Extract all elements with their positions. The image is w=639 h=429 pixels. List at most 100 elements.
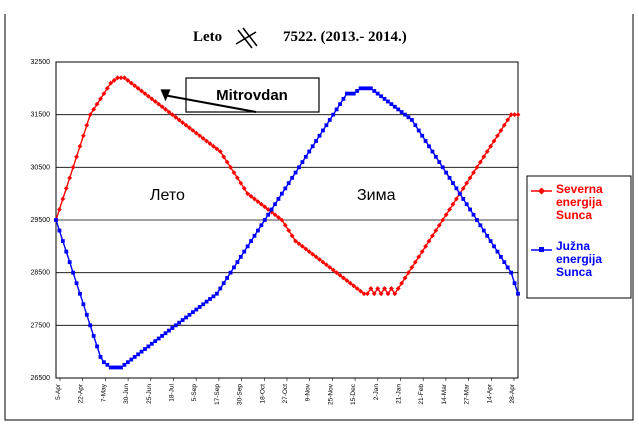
data-point <box>111 78 117 83</box>
data-point <box>375 91 380 96</box>
data-point <box>57 228 62 233</box>
data-point <box>495 133 500 139</box>
data-point <box>74 154 79 160</box>
data-point <box>362 86 366 91</box>
data-point <box>512 112 517 118</box>
data-point <box>433 228 439 233</box>
data-point <box>104 85 110 91</box>
data-point <box>323 262 329 268</box>
legend-label-juzna: Južna energija Sunca <box>556 239 605 279</box>
data-point <box>273 202 277 207</box>
data-point <box>474 164 480 170</box>
data-point <box>119 365 123 370</box>
data-point <box>320 259 326 265</box>
data-point <box>156 336 161 341</box>
data-point <box>197 305 202 309</box>
data-point <box>306 249 312 254</box>
data-point <box>505 265 510 270</box>
data-point <box>221 154 227 160</box>
data-point <box>276 214 281 220</box>
x-tick-label: 14-Mar <box>441 383 448 404</box>
data-point <box>471 170 476 175</box>
data-point <box>300 243 305 249</box>
data-point <box>208 297 212 301</box>
data-point <box>375 286 381 291</box>
data-point <box>498 128 504 133</box>
data-point <box>444 170 449 175</box>
legend-item-juzna: Južna energija Sunca <box>531 239 605 279</box>
data-point <box>77 143 83 149</box>
data-point <box>235 260 240 265</box>
data-point <box>344 278 350 283</box>
y-tick-label: 29500 <box>31 217 51 224</box>
data-point <box>105 362 110 367</box>
data-point <box>488 143 494 149</box>
data-point <box>63 186 69 191</box>
data-point <box>112 365 117 370</box>
data-point <box>515 112 521 118</box>
x-tick-label: 30-Sep <box>237 384 244 405</box>
data-point <box>389 102 394 107</box>
data-point <box>232 265 236 270</box>
data-point <box>54 218 58 222</box>
data-point <box>266 212 271 217</box>
x-tick-label: 5-Sep <box>191 384 198 402</box>
data-point <box>406 115 411 120</box>
data-point <box>269 207 274 212</box>
data-point <box>334 270 340 276</box>
y-axis-ticks: 26500 27500 28500 29500 30500 31500 32500 <box>31 59 51 382</box>
data-point <box>481 228 486 233</box>
data-point <box>314 139 318 143</box>
data-point <box>163 331 168 336</box>
x-tick-label: 30-Jun <box>123 384 130 404</box>
data-point <box>272 212 278 218</box>
data-point <box>365 291 370 297</box>
data-point <box>509 270 514 275</box>
data-point <box>454 196 459 202</box>
data-point <box>358 86 363 91</box>
data-point <box>502 260 507 265</box>
data-point <box>156 101 162 107</box>
data-point <box>71 270 76 275</box>
data-point <box>142 91 148 96</box>
data-point <box>84 312 89 317</box>
x-tick-label: 27-Oct <box>282 384 289 404</box>
data-point <box>475 218 479 222</box>
legend-marker-severna <box>538 187 545 195</box>
data-point <box>201 302 206 307</box>
data-point <box>293 170 298 175</box>
data-point <box>354 286 360 291</box>
data-point <box>176 117 182 123</box>
x-tick-label: 21-Jan <box>396 384 403 404</box>
series-severna <box>53 75 521 297</box>
x-tick-label: 14-Apr <box>486 383 493 403</box>
region-label-leto: Лето <box>150 187 185 204</box>
data-point <box>180 120 186 125</box>
data-point <box>338 102 342 107</box>
data-point <box>461 197 466 201</box>
data-point <box>139 88 144 94</box>
data-point <box>310 144 315 149</box>
data-point <box>485 233 490 238</box>
data-point <box>187 125 192 131</box>
data-point <box>402 275 408 281</box>
data-point <box>368 86 373 91</box>
data-point <box>498 254 503 259</box>
legend-box <box>526 175 632 299</box>
data-point <box>307 149 312 154</box>
data-point <box>437 160 442 164</box>
data-point <box>420 133 425 138</box>
data-point <box>78 291 82 296</box>
data-point <box>451 181 455 186</box>
data-point <box>471 212 476 217</box>
data-point <box>283 186 288 191</box>
series-line <box>55 77 518 295</box>
data-point <box>173 323 178 328</box>
y-tick-label: 28500 <box>31 270 51 277</box>
data-point <box>313 254 319 260</box>
data-point <box>95 344 99 349</box>
data-point <box>74 281 79 286</box>
data-point <box>108 80 114 86</box>
x-tick-label: 28-Apr <box>509 383 516 403</box>
data-point <box>118 75 124 81</box>
